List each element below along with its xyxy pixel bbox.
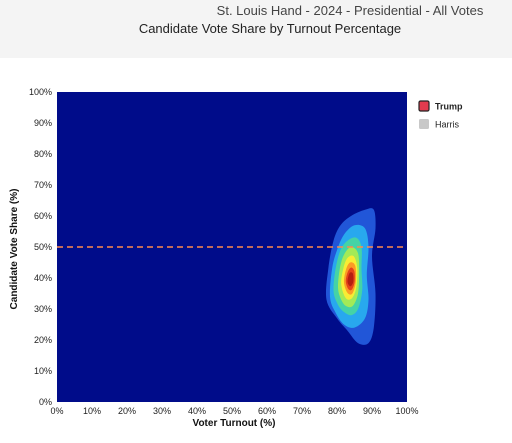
x-axis-title: Voter Turnout (%) [193,418,276,429]
x-tick-label: 40% [188,406,206,416]
x-tick-label: 30% [153,406,171,416]
x-tick-label: 80% [328,406,346,416]
legend-label-trump[interactable]: Trump [435,102,463,112]
y-axis-title: Candidate Vote Share (%) [9,189,20,310]
chart-subtitle: Candidate Vote Share by Turnout Percenta… [138,21,402,36]
x-tick-label: 90% [363,406,381,416]
x-tick-label: 10% [83,406,101,416]
x-axis-ticks: 0% 10% 20% 30% 40% 50% 60% 70% 80% 90% 100% [50,406,418,416]
y-tick-label: 40% [34,273,52,283]
x-tick-label: 60% [258,406,276,416]
y-tick-label: 10% [34,366,52,376]
y-tick-label: 80% [34,149,52,159]
legend: Trump Harris [418,100,463,130]
x-tick-label: 0% [50,406,63,416]
x-tick-label: 100% [395,406,418,416]
density-contours [325,208,376,345]
y-tick-label: 60% [34,211,52,221]
y-tick-label: 50% [34,242,52,252]
legend-label-harris[interactable]: Harris [435,120,459,130]
y-tick-label: 70% [34,180,52,190]
y-tick-label: 90% [34,118,52,128]
x-tick-label: 20% [118,406,136,416]
density-contour-level-8 [347,272,354,287]
page-title: St. Louis Hand - 2024 - Presidential - A… [216,3,484,18]
legend-swatch-trump[interactable] [418,100,430,112]
chart-header: St. Louis Hand - 2024 - Presidential - A… [0,0,512,58]
y-tick-label: 30% [34,304,52,314]
legend-swatch-harris[interactable] [419,119,429,129]
x-tick-label: 50% [223,406,241,416]
y-tick-label: 100% [29,87,52,97]
y-axis-ticks: 0% 10% 20% 30% 40% 50% 60% 70% 80% 90% 100% [29,87,52,407]
x-tick-label: 70% [293,406,311,416]
y-tick-label: 0% [39,397,52,407]
y-tick-label: 20% [34,335,52,345]
